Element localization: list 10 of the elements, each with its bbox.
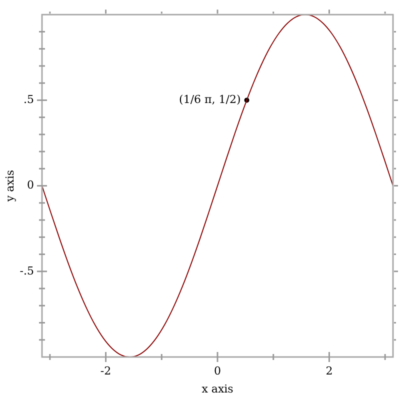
x-axis-title: x axis <box>202 382 234 396</box>
line-series <box>42 14 393 357</box>
y-tick-label: 0 <box>27 178 34 192</box>
x-tick-label: 2 <box>326 364 333 378</box>
y-tick-label: -.5 <box>20 264 34 278</box>
x-tick-label: 0 <box>214 364 221 378</box>
y-axis-title: y axis <box>3 170 16 203</box>
y-tick-label: .5 <box>24 93 34 106</box>
annotation: (1/6 π, 1/2) <box>179 93 241 106</box>
x-tick-label: -2 <box>100 364 112 378</box>
